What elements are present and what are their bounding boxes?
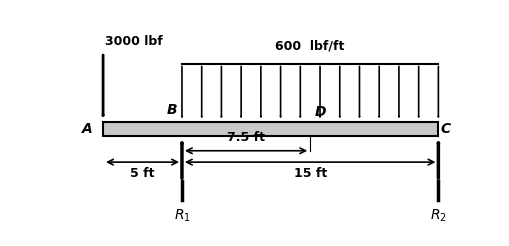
Text: 7.5 ft: 7.5 ft [227,131,265,144]
Text: 600  lbf/ft: 600 lbf/ft [275,39,345,52]
Text: $R_1$: $R_1$ [174,208,190,224]
Text: B: B [166,103,177,117]
Text: C: C [440,122,450,136]
Bar [103,122,438,136]
Text: $R_2$: $R_2$ [430,208,447,224]
Text: D: D [315,105,326,119]
Text: A: A [82,122,93,136]
Text: 5 ft: 5 ft [130,167,155,180]
Text: 15 ft: 15 ft [294,167,327,180]
Text: 3000 lbf: 3000 lbf [105,34,163,47]
